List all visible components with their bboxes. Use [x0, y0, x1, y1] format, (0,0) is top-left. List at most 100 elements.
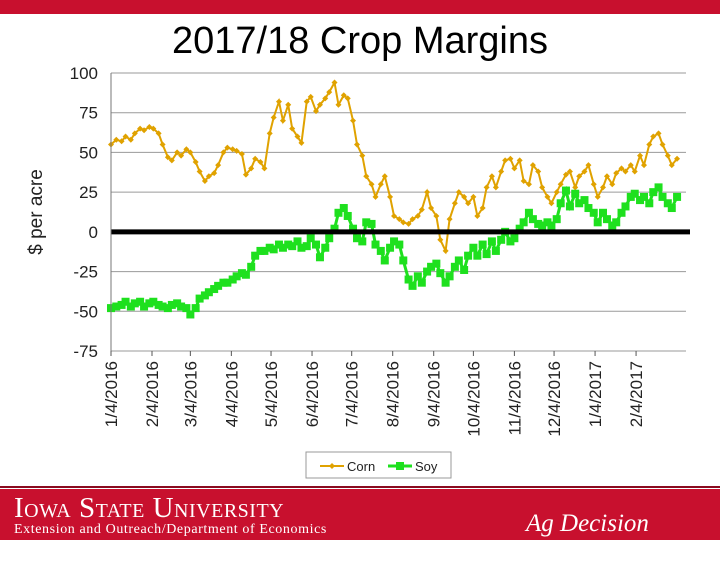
footer-banner [0, 489, 720, 540]
corn-data-point [372, 193, 379, 200]
soy-data-point [491, 246, 500, 255]
corn-data-point [437, 236, 444, 243]
soy-data-point [469, 243, 478, 252]
corn-data-point [585, 162, 592, 169]
soy-data-point [278, 243, 287, 252]
corn-data-point [381, 173, 388, 180]
soy-data-point [630, 189, 639, 198]
soy-data-point [602, 215, 611, 224]
soy-data-point [260, 246, 269, 255]
corn-data-point [572, 184, 579, 191]
corn-data-point [387, 193, 394, 200]
soy-data-point [519, 218, 528, 227]
corn-data-point [178, 152, 185, 159]
soy-data-point [404, 275, 413, 284]
soy-data-point [136, 297, 145, 306]
soy-data-point [232, 272, 241, 281]
soy-data-point [538, 221, 547, 230]
corn-data-point [414, 212, 421, 219]
corn-data-point [285, 101, 292, 108]
corn-data-point [566, 168, 573, 175]
y-tick-label: 25 [79, 183, 98, 202]
corn-data-point [529, 162, 536, 169]
soy-data-point [645, 199, 654, 208]
y-tick-label: -25 [73, 263, 98, 282]
corn-data-point [428, 205, 435, 212]
x-tick-label: 1/4/2016 [102, 361, 121, 427]
corn-data-point [631, 168, 638, 175]
x-tick-label: 2/4/2016 [143, 361, 162, 427]
corn-data-point [451, 200, 458, 207]
corn-data-point [118, 138, 125, 145]
corn-data-point [340, 92, 347, 99]
soy-data-point [584, 204, 593, 213]
soy-data-point [390, 237, 399, 246]
soy-data-point [302, 242, 311, 251]
soy-data-point [497, 235, 506, 244]
soy-data-point [478, 240, 487, 249]
corn-data-point [470, 193, 477, 200]
top-accent-bar [0, 0, 720, 14]
soy-data-point [330, 224, 339, 233]
soy-data-point [112, 302, 121, 311]
soy-data-point [380, 256, 389, 265]
corn-data-point [391, 212, 398, 219]
corn-data-point [498, 168, 505, 175]
x-tick-label: 4/4/2016 [222, 361, 241, 427]
legend-swatch-marker [396, 462, 404, 470]
soy-data-point [325, 234, 334, 243]
soy-data-point [413, 272, 422, 281]
soy-data-point [561, 186, 570, 195]
corn-data-point [303, 98, 310, 105]
y-tick-label: 100 [70, 64, 98, 83]
corn-data-point [405, 220, 412, 227]
y-tick-label: 50 [79, 143, 98, 162]
soy-data-point [621, 202, 630, 211]
soy-data-point [640, 192, 648, 201]
soy-data-point [288, 242, 297, 251]
soy-data-point [441, 278, 450, 287]
corn-data-point [600, 184, 606, 191]
soy-data-point [445, 272, 454, 281]
y-tick-label: 75 [79, 104, 98, 123]
corn-data-point [257, 158, 264, 165]
soy-data-point [580, 196, 589, 205]
corn-data-point [664, 152, 671, 159]
corn-data-point [562, 171, 569, 178]
soy-data-point [547, 221, 556, 230]
corn-data-point [127, 136, 134, 143]
corn-data-point [544, 193, 551, 200]
corn-data-point [474, 212, 481, 219]
corn-data-point [183, 146, 190, 153]
corn-data-point [224, 144, 231, 151]
legend-label: Corn [347, 459, 375, 474]
soy-data-point [158, 302, 167, 311]
corn-data-point [238, 151, 245, 158]
soy-data-point [177, 302, 186, 311]
corn-data-point [331, 79, 338, 86]
soy-data-point [408, 281, 417, 290]
soy-data-point [376, 246, 385, 255]
soy-data-point [121, 297, 130, 306]
corn-data-point [594, 193, 601, 200]
footer-divider [0, 486, 720, 488]
soy-data-point [182, 304, 191, 313]
corn-data-point [201, 178, 208, 185]
corn-data-point [641, 162, 647, 169]
soy-data-point [454, 256, 463, 265]
corn-data-point [192, 158, 199, 165]
corn-data-point [650, 133, 657, 140]
soy-data-point [450, 262, 459, 271]
corn-data-point [155, 130, 162, 137]
soy-data-point [349, 224, 358, 233]
corn-data-point [313, 108, 319, 115]
corn-data-point [122, 133, 129, 140]
corn-data-point [252, 155, 259, 162]
x-tick-label: 5/4/2016 [262, 361, 281, 427]
x-tick-label: 9/4/2016 [425, 361, 444, 427]
corn-data-point [294, 133, 301, 140]
soy-data-point [482, 250, 491, 259]
soy-data-point [269, 245, 278, 254]
corn-data-point [655, 130, 662, 137]
soy-data-point [358, 237, 367, 246]
